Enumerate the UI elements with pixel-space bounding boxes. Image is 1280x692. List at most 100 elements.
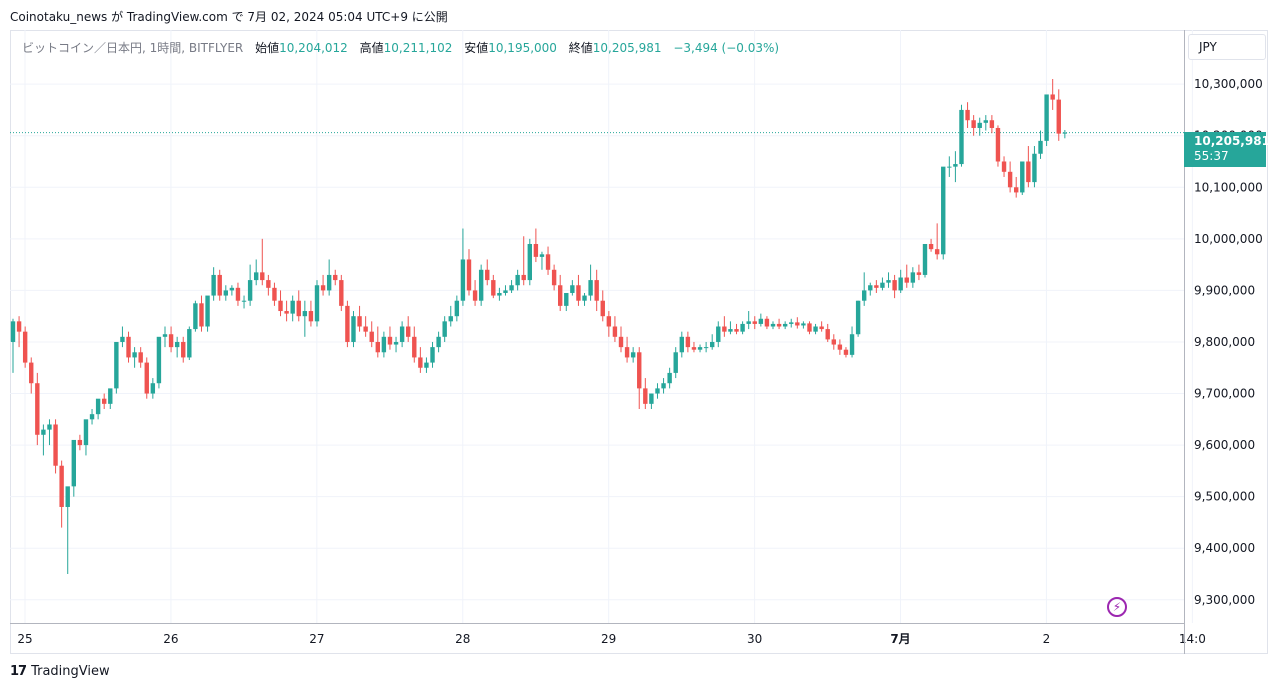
candle-body [193, 303, 198, 330]
candle-body [418, 357, 423, 368]
candle-body [904, 277, 909, 283]
candle-body [29, 362, 34, 384]
x-tick-label: 27 [309, 632, 324, 646]
candle-body [740, 323, 745, 332]
candle-body [162, 334, 168, 337]
candle-body [174, 341, 180, 348]
candle-body [533, 243, 539, 257]
candle-body [320, 285, 326, 291]
candle-body [959, 109, 964, 165]
candle-body [983, 120, 988, 123]
close-value: 10,205,981 [592, 41, 662, 55]
candle-body [132, 352, 137, 358]
low-label: 安値 [464, 41, 489, 55]
candle-body [728, 329, 733, 332]
y-tick-label: 9,600,000 [1194, 438, 1255, 452]
x-tick-label: 14:0 [1179, 632, 1206, 646]
candle-body [971, 120, 976, 128]
open-value: 10,204,012 [279, 41, 348, 55]
candle-body [10, 321, 16, 342]
y-tick-label: 10,300,000 [1194, 77, 1263, 91]
candle-body [16, 321, 22, 332]
candle-body [606, 316, 612, 327]
candle-body [752, 321, 757, 324]
candle-body [947, 166, 952, 168]
candle-body [448, 316, 453, 322]
candle-body [339, 280, 344, 306]
close-label: 終値 [568, 41, 593, 55]
candle-body [582, 295, 587, 301]
candle-body [807, 323, 812, 332]
candle-body [424, 362, 429, 368]
bar-countdown: 55:37 [1194, 149, 1229, 163]
candle-body [351, 316, 356, 342]
candle-body [102, 398, 107, 404]
candle-body [296, 300, 301, 317]
candles [10, 78, 1068, 575]
candle-body [527, 243, 532, 281]
y-tick-label: 9,300,000 [1194, 593, 1255, 607]
candle-body [369, 331, 374, 342]
candle-body [387, 336, 393, 345]
candle-body [661, 383, 666, 389]
candle-body [965, 109, 970, 121]
candle-body [1038, 140, 1043, 154]
candle-body [630, 352, 636, 358]
time-axis-separator [10, 623, 1184, 624]
candle-body [260, 272, 265, 281]
candle-body [357, 316, 362, 327]
candle-body [594, 280, 599, 301]
candle-body [290, 300, 295, 314]
candle-body [430, 347, 435, 363]
candle-body [570, 285, 575, 293]
candle-body [114, 341, 119, 389]
candle-body [41, 429, 46, 435]
candle-body [977, 122, 982, 128]
candle-body [65, 486, 70, 507]
candle-body [600, 300, 605, 317]
candle-body [795, 322, 800, 326]
candle-body [703, 347, 709, 349]
candle-body [333, 274, 338, 281]
candle-body [521, 274, 526, 281]
tradingview-brand: 17 TradingView [10, 664, 110, 679]
candle-body [825, 329, 830, 340]
candle-body [667, 372, 672, 384]
x-tick-label: 26 [163, 632, 178, 646]
candle-body [953, 164, 958, 167]
candle-body [156, 336, 162, 384]
lightning-icon[interactable]: ⚡ [1107, 597, 1127, 617]
candle-body [53, 424, 58, 466]
candle-body [436, 336, 441, 348]
candle-body [551, 269, 557, 286]
candle-body [1062, 132, 1068, 134]
candle-body [406, 326, 411, 337]
y-tick-label: 9,800,000 [1194, 335, 1255, 349]
last-price-value: 10,205,981 [1194, 134, 1270, 148]
candle-body [545, 254, 551, 270]
grid-lines [10, 30, 1193, 623]
candle-body [618, 336, 624, 348]
candle-body [916, 272, 922, 275]
x-tick-label: 2 [1043, 632, 1051, 646]
candle-body [758, 318, 764, 324]
candle-body [485, 269, 490, 281]
candle-body [144, 362, 149, 394]
candle-body [412, 336, 417, 358]
candle-body [941, 166, 946, 255]
candle-body [819, 326, 824, 330]
candle-body [247, 280, 253, 301]
currency-button[interactable]: JPY [1188, 34, 1266, 60]
price-axis-separator [1184, 30, 1185, 654]
candle-body [898, 277, 903, 291]
last-price-tag: 10,205,981 55:37 [1184, 132, 1270, 167]
candle-body [381, 336, 387, 353]
candle-body [254, 272, 259, 281]
candle-body [77, 439, 83, 446]
candle-body [1044, 94, 1049, 141]
candle-body [1007, 171, 1013, 188]
candle-body [211, 274, 216, 296]
candle-body [922, 243, 928, 275]
candle-body [837, 344, 843, 350]
